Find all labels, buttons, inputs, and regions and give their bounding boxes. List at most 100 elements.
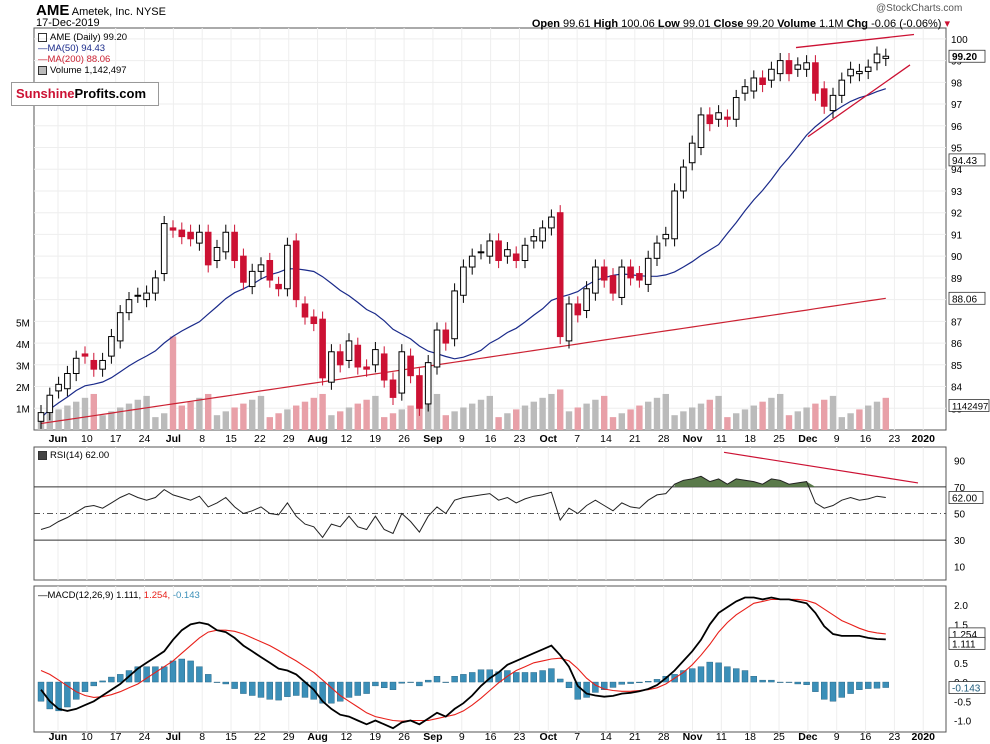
signal-legend-text: 1.254,	[143, 590, 171, 601]
rsi-tick-label: 90	[954, 456, 966, 467]
macd-histogram-bar	[143, 666, 150, 683]
volume-bar	[90, 393, 97, 430]
volume-bar	[847, 413, 854, 430]
candle-body	[776, 60, 784, 75]
macd-histogram-bar	[46, 681, 53, 710]
x-tick-label-bottom: Aug	[307, 731, 327, 743]
price-tick-label: 98	[951, 78, 963, 89]
volume-bar	[425, 397, 432, 430]
volume-swatch-icon	[38, 65, 47, 75]
candle-body	[248, 270, 256, 288]
x-tick-label: 24	[139, 433, 151, 445]
macd-histogram-bar	[433, 676, 441, 683]
candle-body	[460, 266, 467, 296]
price-tick-label: 89	[951, 274, 963, 285]
candle-body	[539, 227, 546, 242]
macd-histogram-bar	[777, 681, 784, 683]
legend-volume: Volume 1,142,497	[38, 65, 127, 76]
candle-body	[64, 373, 71, 390]
volume-bar	[777, 393, 784, 430]
x-tick-label: 9	[834, 433, 840, 445]
macd-histogram-bar	[72, 681, 80, 700]
candle-body	[160, 223, 168, 275]
price-tag-label: 99.20	[952, 52, 977, 63]
macd-histogram-bar	[521, 672, 529, 683]
macd-line	[40, 596, 886, 730]
rsi-overbought-fill	[674, 476, 816, 487]
volume-bar	[697, 403, 705, 430]
candle-body	[125, 299, 133, 314]
volume-bar	[741, 409, 749, 430]
candle-body	[424, 362, 432, 405]
x-tick-label: 26	[398, 433, 410, 445]
candle-body	[548, 216, 555, 229]
ticker-symbol: AME	[36, 2, 70, 19]
macd-histogram-bar	[618, 681, 625, 685]
macd-histogram-bar	[548, 668, 555, 683]
macd-histogram-bar	[451, 676, 458, 683]
volume-bar	[609, 417, 617, 430]
rsi-legend: RSI(14) 62.00	[38, 450, 109, 461]
macd-histogram-bar	[724, 666, 731, 683]
candle-body	[873, 53, 881, 64]
macd-histogram-bar	[231, 681, 238, 689]
volume-bar	[627, 409, 634, 430]
macd-tag-box	[948, 636, 986, 650]
resistance-trendline	[795, 33, 915, 49]
ma200-swatch-icon: —	[38, 54, 48, 65]
volume-bar	[319, 393, 326, 430]
candle-body	[319, 318, 326, 379]
macd-histogram-bar	[530, 672, 537, 683]
candle-body	[275, 283, 282, 290]
volume-bar	[196, 397, 203, 430]
candle-body	[820, 88, 828, 107]
volume-bar	[469, 403, 476, 430]
volume-bar	[275, 413, 282, 430]
volume-bar	[856, 409, 863, 430]
candle-body	[803, 62, 810, 70]
rsi-tag-label: 62.00	[952, 494, 977, 505]
volume-bar	[785, 415, 793, 430]
macd-histogram-bar	[680, 670, 687, 683]
x-tick-label-bottom: 8	[199, 731, 205, 743]
volume-bar	[724, 417, 731, 430]
macd-tag-label: 1.254	[952, 630, 977, 641]
x-tick-label: 16	[860, 433, 872, 445]
candle-body	[81, 353, 89, 357]
macd-histogram-bar	[354, 681, 361, 696]
candle-body	[55, 383, 62, 392]
x-tick-label-bottom: 24	[139, 731, 151, 743]
macd-tick-label: -1.0	[954, 716, 972, 727]
volume-bar	[205, 393, 212, 430]
x-tick-label: 22	[254, 433, 266, 445]
macd-histogram-bar	[715, 662, 722, 683]
macd-histogram-bar	[768, 679, 775, 683]
macd-histogram-bar	[882, 681, 889, 688]
volume-bar	[565, 411, 573, 430]
candle-body	[750, 77, 758, 92]
chg-value: -0.06 (-0.06%)	[871, 18, 942, 30]
candle-body	[266, 260, 274, 281]
volume-bar	[55, 409, 62, 430]
macd-histogram-bar	[99, 680, 106, 683]
x-tick-label: 8	[199, 433, 205, 445]
macd-histogram-bar	[116, 674, 124, 683]
candle-body	[556, 212, 564, 338]
volume-bar	[530, 401, 537, 430]
legend-ma50-text: MA(50) 94.43	[47, 43, 106, 54]
exchange-name: NYSE	[136, 6, 166, 18]
macd-histogram-bar	[284, 681, 291, 697]
candle-swatch-icon	[38, 32, 47, 42]
candle-body	[187, 231, 194, 240]
price-tick-label: 84	[951, 383, 963, 394]
volume-tick-label: 2M	[16, 383, 30, 394]
macd-histogram-bar	[873, 681, 881, 689]
candle-body	[688, 142, 696, 164]
candle-body	[169, 227, 177, 231]
candle-body	[530, 236, 538, 242]
close-value: 99.20	[746, 18, 775, 30]
volume-tag-box	[948, 399, 990, 412]
volume-bar	[108, 411, 115, 430]
macd-histogram-bar	[213, 681, 221, 683]
macd-histogram-bar	[592, 681, 599, 693]
